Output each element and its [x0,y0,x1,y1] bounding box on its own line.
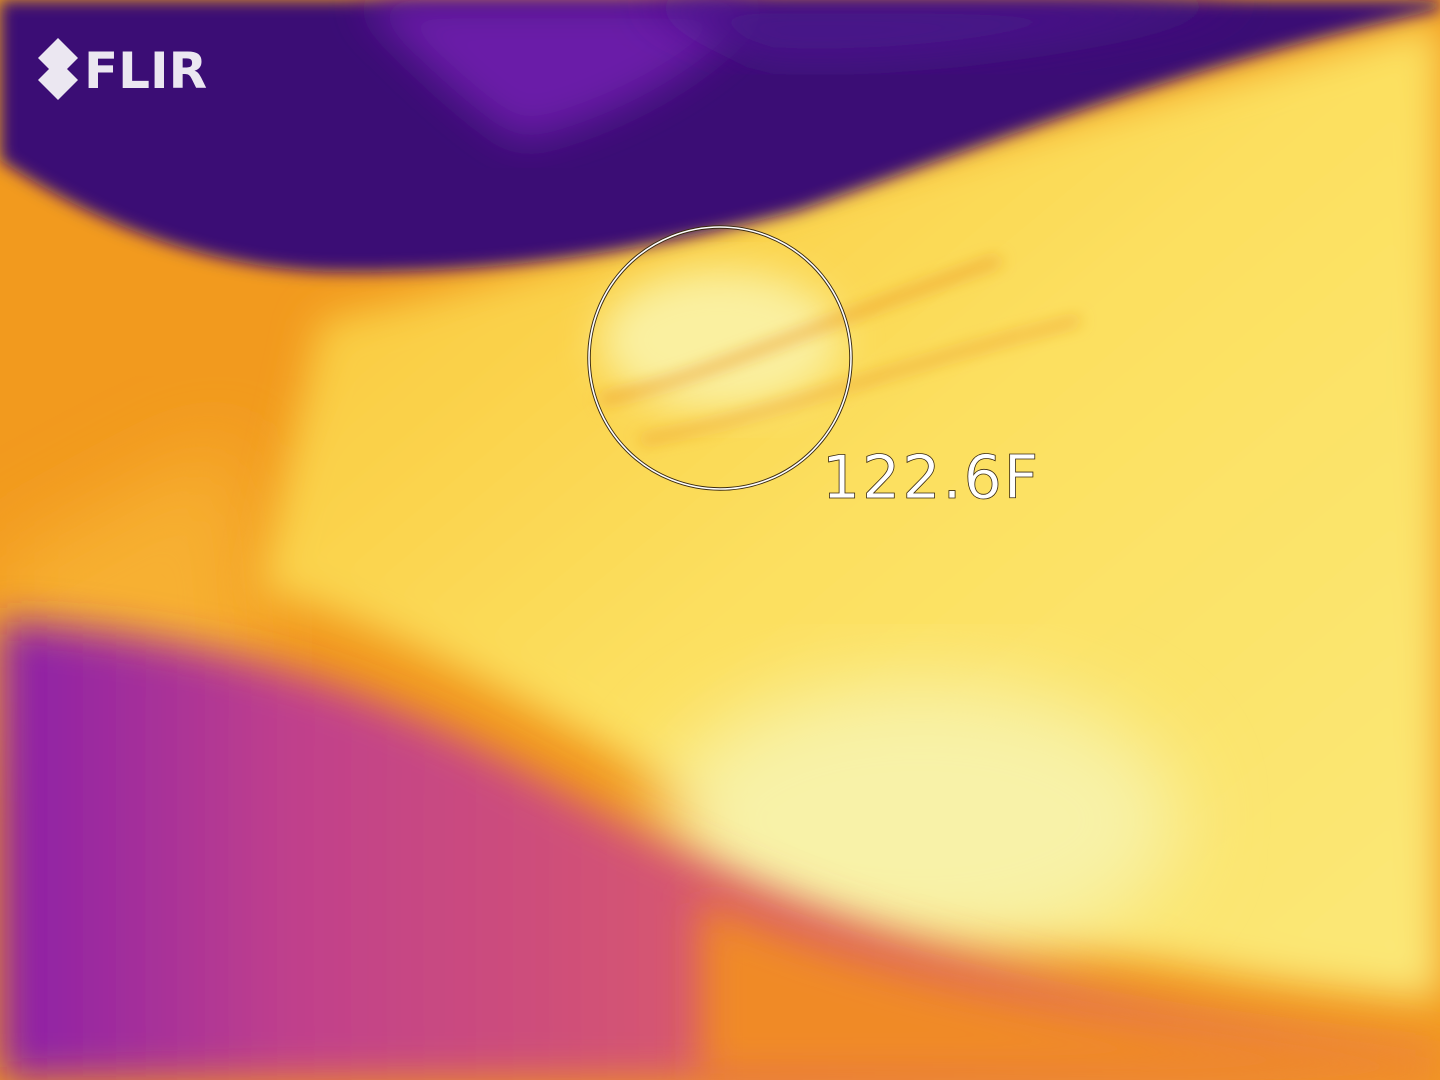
logo-icon [38,38,78,100]
logo-text: FLIR [84,42,207,100]
temperature-reading: 122.6F [822,443,1040,513]
flir-logo: FLIR [38,38,207,100]
spot-circle [588,226,852,490]
spot-meter: 122.6F [587,225,1040,513]
